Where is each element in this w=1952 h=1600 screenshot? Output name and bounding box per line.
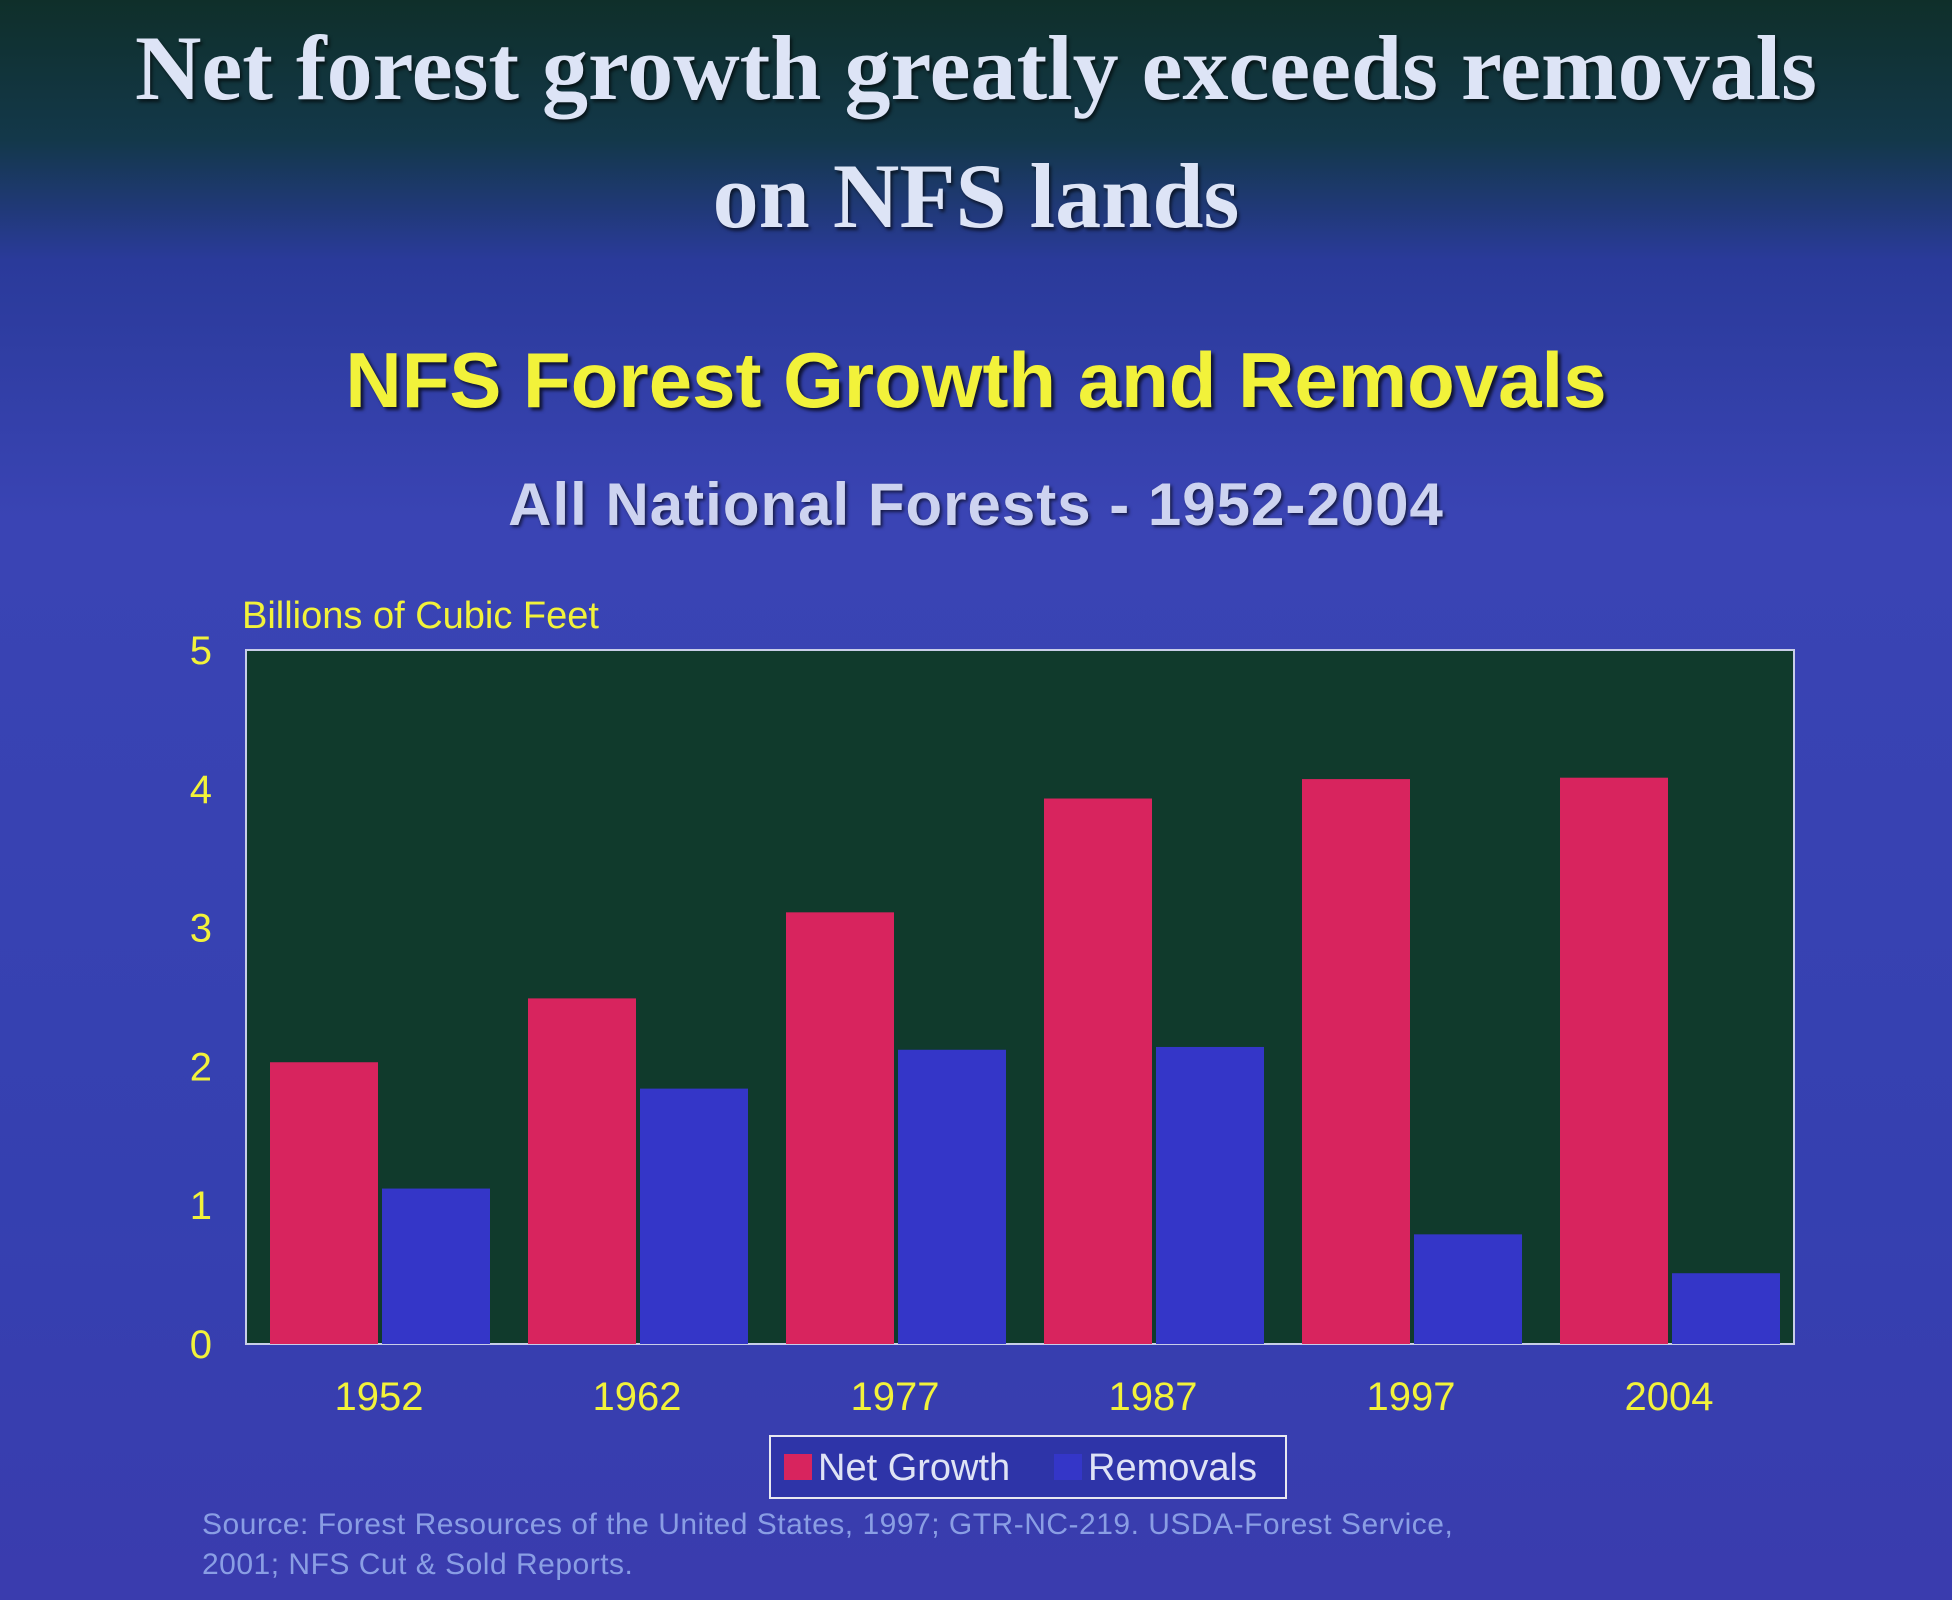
- legend-box: [769, 1435, 1287, 1499]
- legend-swatch-removals: [1054, 1454, 1082, 1480]
- x-tick-label: 1952: [335, 1375, 424, 1419]
- y-tick-label: 2: [190, 1045, 212, 1089]
- net-growth-bar-1952: [270, 1062, 378, 1344]
- net-growth-bar-2004: [1560, 777, 1668, 1344]
- x-tick-label: 2004: [1625, 1375, 1714, 1419]
- removals-bar-1952: [382, 1188, 490, 1344]
- legend-swatch-net-growth: [784, 1454, 812, 1480]
- y-tick-label: 0: [190, 1323, 212, 1367]
- slide-heading-line1: Net forest growth greatly exceeds remova…: [135, 17, 1817, 119]
- removals-bar-1977: [898, 1049, 1006, 1344]
- source-note-line1: Source: Forest Resources of the United S…: [202, 1508, 1454, 1541]
- slide-heading-line2: on NFS lands: [712, 145, 1240, 247]
- x-tick-label: 1987: [1109, 1375, 1198, 1419]
- y-tick-label: 5: [190, 629, 212, 673]
- source-note-line2: 2001; NFS Cut & Sold Reports.: [202, 1548, 634, 1581]
- x-tick-label: 1962: [593, 1375, 682, 1419]
- chart-title: NFS Forest Growth and Removals: [345, 336, 1607, 424]
- net-growth-bar-1977: [786, 912, 894, 1344]
- y-tick-label: 1: [190, 1184, 212, 1228]
- removals-bar-1962: [640, 1088, 748, 1344]
- legend-label-removals: Removals: [1088, 1447, 1257, 1489]
- chart-subtitle: All National Forests - 1952-2004: [508, 471, 1444, 538]
- legend-label-net-growth: Net Growth: [818, 1447, 1010, 1489]
- net-growth-bar-1987: [1044, 798, 1152, 1344]
- x-tick-label: 1997: [1367, 1375, 1456, 1419]
- net-growth-bar-1962: [528, 998, 636, 1344]
- net-growth-bar-1997: [1302, 779, 1410, 1344]
- plot-area: [245, 649, 1795, 1345]
- y-axis-title: Billions of Cubic Feet: [242, 595, 599, 637]
- removals-bar-1997: [1414, 1234, 1522, 1344]
- removals-bar-2004: [1672, 1273, 1780, 1344]
- x-tick-label: 1977: [851, 1375, 940, 1419]
- y-tick-label: 3: [190, 907, 212, 951]
- removals-bar-1987: [1156, 1046, 1264, 1344]
- y-tick-label: 4: [190, 768, 212, 812]
